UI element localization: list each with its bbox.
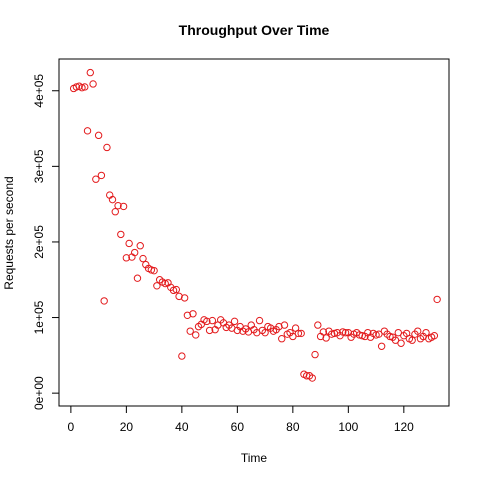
data-point bbox=[255, 316, 264, 325]
x-tick-label: 20 bbox=[120, 420, 134, 434]
data-point bbox=[422, 328, 430, 337]
data-point bbox=[308, 374, 316, 382]
data-point bbox=[189, 310, 197, 318]
data-point bbox=[394, 328, 402, 337]
data-point bbox=[414, 327, 422, 335]
data-point bbox=[186, 327, 194, 335]
data-point bbox=[408, 336, 416, 344]
data-point bbox=[103, 143, 111, 152]
data-point bbox=[172, 285, 181, 294]
data-point bbox=[111, 208, 119, 216]
data-point bbox=[192, 331, 200, 339]
data-point bbox=[278, 335, 286, 343]
y-tick-label: 4e+05 bbox=[32, 74, 46, 108]
data-point bbox=[397, 339, 405, 347]
data-point bbox=[319, 328, 328, 336]
data-point bbox=[119, 202, 128, 211]
data-point bbox=[136, 242, 144, 250]
data-point bbox=[280, 321, 289, 329]
data-point bbox=[183, 311, 192, 319]
data-point bbox=[208, 316, 217, 325]
data-point bbox=[314, 321, 322, 329]
data-point bbox=[391, 336, 400, 344]
data-point bbox=[122, 254, 131, 262]
data-point bbox=[94, 131, 103, 140]
y-axis: 0e+00 1e+05 2e+05 3e+05 4e+05 bbox=[32, 74, 60, 410]
y-tick-label: 1e+05 bbox=[32, 300, 46, 334]
data-point bbox=[150, 266, 158, 275]
plot-frame bbox=[58, 58, 450, 407]
data-point bbox=[375, 330, 383, 338]
x-tick-label: 100 bbox=[338, 420, 358, 434]
data-point bbox=[341, 328, 350, 337]
y-tick-label: 3e+05 bbox=[32, 149, 46, 183]
y-axis-label: Requests per second bbox=[2, 176, 16, 289]
data-point bbox=[92, 175, 100, 183]
data-point bbox=[180, 294, 189, 302]
data-point bbox=[261, 328, 269, 337]
x-tick-label: 40 bbox=[175, 420, 189, 434]
data-point bbox=[86, 68, 94, 77]
data-point bbox=[430, 331, 439, 340]
data-point bbox=[117, 230, 125, 239]
data-point bbox=[81, 83, 89, 91]
x-axis-label: Time bbox=[241, 451, 268, 465]
x-tick-label: 0 bbox=[68, 420, 75, 434]
data-point bbox=[114, 201, 122, 210]
x-tick-label: 120 bbox=[394, 420, 414, 434]
data-point bbox=[97, 171, 106, 180]
data-point bbox=[433, 295, 441, 304]
data-point bbox=[294, 329, 303, 338]
data-point bbox=[83, 127, 92, 135]
data-point bbox=[108, 195, 117, 204]
y-tick-label: 2e+05 bbox=[32, 225, 46, 259]
data-point bbox=[230, 317, 239, 326]
data-point bbox=[100, 297, 108, 305]
data-point bbox=[311, 350, 319, 359]
data-point bbox=[153, 282, 161, 290]
data-point bbox=[377, 342, 386, 350]
data-point bbox=[139, 254, 147, 263]
data-point bbox=[133, 274, 142, 282]
x-tick-label: 80 bbox=[286, 420, 300, 434]
data-point bbox=[178, 352, 186, 360]
y-tick-label: 0e+00 bbox=[32, 376, 46, 410]
data-point bbox=[205, 326, 214, 335]
data-point bbox=[175, 292, 183, 301]
data-point bbox=[203, 317, 211, 326]
data-point bbox=[130, 248, 139, 257]
data-point bbox=[297, 329, 305, 338]
data-point bbox=[275, 322, 283, 331]
data-point bbox=[125, 239, 133, 248]
data-points bbox=[69, 68, 441, 382]
data-point bbox=[89, 80, 97, 88]
chart-title: Throughput Over Time bbox=[179, 22, 330, 38]
x-tick-label: 60 bbox=[231, 420, 245, 434]
x-axis: 0 20 40 60 80 100 120 bbox=[68, 405, 414, 434]
data-point bbox=[322, 334, 330, 342]
data-point bbox=[289, 332, 297, 341]
